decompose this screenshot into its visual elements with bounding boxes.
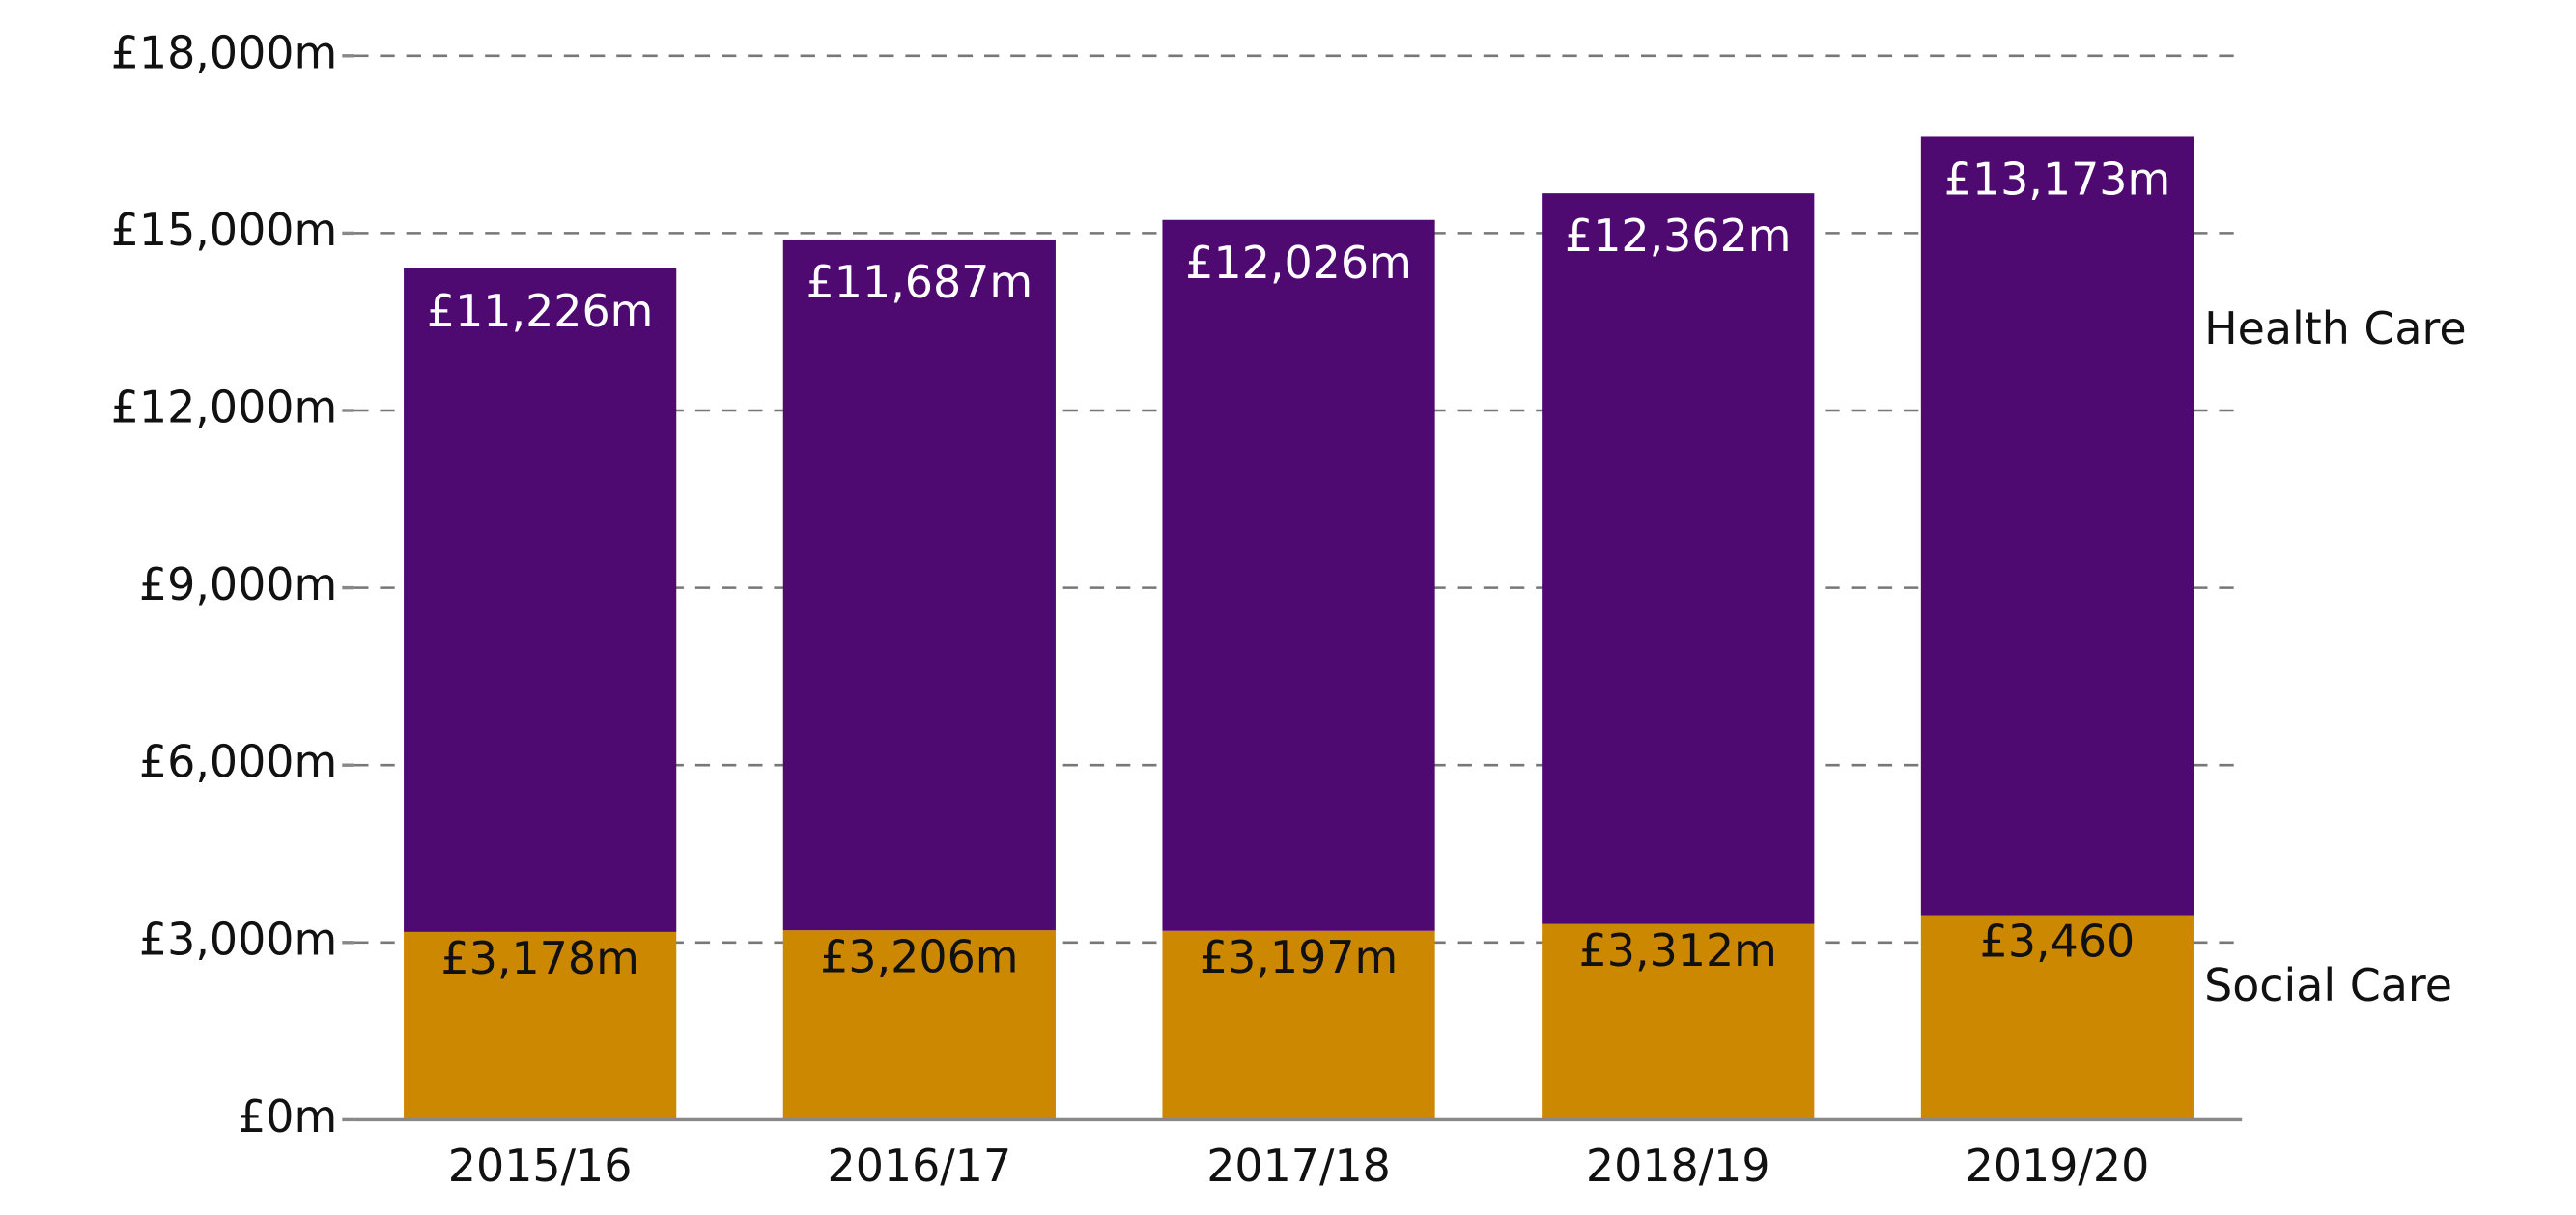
value-label: £11,226m xyxy=(427,285,653,337)
bar-segment xyxy=(404,931,677,1120)
y-tick-label: £12,000m xyxy=(111,381,337,433)
bar-segment xyxy=(1162,930,1435,1120)
value-label: £3,197m xyxy=(1200,931,1398,983)
y-tick-label: £15,000m xyxy=(111,204,337,256)
value-label: £11,687m xyxy=(807,256,1033,308)
value-label: £12,026m xyxy=(1185,237,1411,289)
y-tick-label: £0m xyxy=(238,1090,337,1143)
value-label: £3,312m xyxy=(1579,924,1777,976)
bar-segment xyxy=(1920,915,2194,1120)
legend-label: Social Care xyxy=(2204,959,2452,1011)
y-tick-label: £18,000m xyxy=(111,26,337,78)
bar-segment xyxy=(1920,136,2194,916)
x-tick-label: 2016/17 xyxy=(828,1140,1012,1192)
value-label: £3,178m xyxy=(441,932,639,984)
x-tick-label: 2018/19 xyxy=(1586,1140,1770,1192)
bar-segment xyxy=(1542,193,1815,924)
y-tick-label: £6,000m xyxy=(139,736,337,788)
y-tick-label: £3,000m xyxy=(139,913,337,965)
bar-segment xyxy=(782,239,1056,931)
x-tick-label: 2015/16 xyxy=(448,1140,633,1192)
bar-segment xyxy=(1162,219,1435,931)
bar-segment xyxy=(404,268,677,932)
x-tick-label: 2017/18 xyxy=(1206,1140,1391,1192)
value-label: £3,460 xyxy=(1980,916,2136,968)
x-tick-label: 2019/20 xyxy=(1966,1140,2150,1192)
bar-segment xyxy=(1542,923,1815,1120)
legend-label: Health Care xyxy=(2204,302,2467,354)
bar-segment xyxy=(782,930,1056,1120)
value-label: £3,206m xyxy=(820,930,1018,982)
y-tick-label: £9,000m xyxy=(139,558,337,610)
value-label: £12,362m xyxy=(1565,210,1791,262)
value-label: £13,173m xyxy=(1944,154,2170,206)
